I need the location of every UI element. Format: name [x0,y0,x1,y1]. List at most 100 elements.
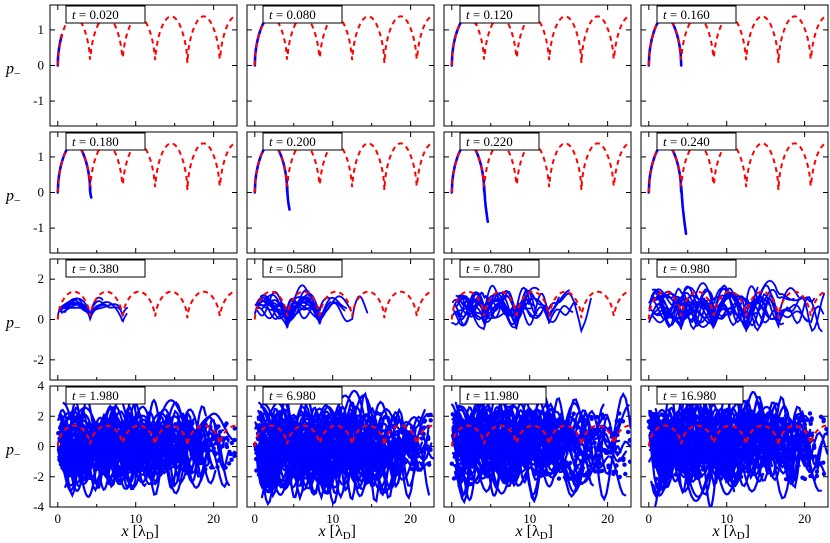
x-tick-label: 10 [129,511,142,526]
particle-dot [525,449,530,454]
particle-dot [613,469,619,474]
panel-11: t = 0.780 [443,258,632,381]
particle-dot [260,412,265,417]
particle-dot [195,440,200,445]
particle-dot [303,437,308,442]
particle-dot [726,429,731,434]
particle-dot [742,423,747,428]
particle-dot [775,420,780,425]
particle-dot [330,454,335,459]
particle-dot [457,471,463,476]
particle-dot [798,418,804,423]
particle-dot [675,441,680,446]
particle-dot [488,455,493,461]
particle-dot [483,448,489,453]
particle-dot [682,415,687,420]
particle-dot [121,426,127,431]
particle-dot [404,440,409,446]
particle-dot [737,474,742,480]
particle-dot [734,418,739,423]
particle-dot [543,456,548,461]
particle-dot [290,441,295,447]
x-tick-label: 10 [326,511,339,526]
particle-dot [498,413,503,418]
particle-dot [121,448,127,454]
time-label-text: t = 0.120 [466,7,513,22]
particle-dot [513,469,518,474]
particle-dot [371,476,376,481]
particle-dot [692,415,698,420]
particle-dot [403,460,408,465]
particle-strand [652,288,795,316]
particle-dot [137,459,143,465]
particle-dot [86,440,91,446]
particle-dot [733,438,738,443]
particle-dot [89,443,95,448]
particle-dot [394,460,400,465]
particle-dot [187,427,192,432]
particle-dot [745,428,751,433]
particle-dot [514,454,519,459]
particle-dot [232,426,237,431]
particle-dot [802,422,807,427]
particle-dot [547,449,552,454]
particle-strand [58,411,169,457]
particle-dot [673,472,678,477]
particle-dot [787,437,792,443]
particle-dot [693,470,698,475]
particle-dot [375,454,381,459]
particle-dot [457,419,463,424]
particle-dot [449,461,454,466]
y-axis-label: p− [5,188,21,208]
particle-dot [723,416,728,422]
particle-dot [582,473,587,478]
particle-dot [134,464,139,469]
particle-dot [90,426,96,431]
particle-dot [77,449,83,454]
particle-dot [374,460,379,466]
particle-dot [815,461,821,467]
particle-dot [254,468,259,473]
particle-dot [201,421,207,427]
particle-dot [110,446,115,451]
particle-dot [103,453,108,458]
particle-dot [671,420,676,425]
particle-dot [151,444,156,449]
particle-dot [469,458,475,463]
particle-dot [326,438,331,443]
particle-dot [181,437,186,443]
particle-dot [345,422,350,427]
particle-dot [646,419,651,424]
particle-dot [206,431,211,436]
particle-dot [98,453,103,459]
particle-dot [262,440,267,445]
particle-dot [293,430,299,436]
particle-dot [719,414,725,419]
particle-dot [300,474,306,479]
particle-dot [697,474,702,479]
particle-dot [678,451,684,456]
particle-dot [606,465,611,470]
particle-dot [133,458,138,463]
particle-dot [762,446,767,451]
particle-dot [143,444,148,449]
particle-dot [654,476,659,482]
particle-dot [691,460,697,465]
particle-dot [475,433,480,439]
particle-dot [751,417,757,422]
particle-dot [792,448,797,453]
particle-dot [589,441,594,446]
particle-dot [575,425,580,430]
particle-dot [84,448,90,453]
particle-dot [726,466,732,471]
particle-dot [671,448,676,454]
particle-dot [686,414,691,419]
particle-dot [532,429,537,435]
particle-dot [74,426,79,432]
particle-dot [144,466,149,471]
panel-3: t = 0.120 [443,4,632,127]
particle-dot [769,415,774,421]
particle-dot [136,446,142,451]
particle-dot [306,421,311,426]
particle-dot [802,435,808,440]
